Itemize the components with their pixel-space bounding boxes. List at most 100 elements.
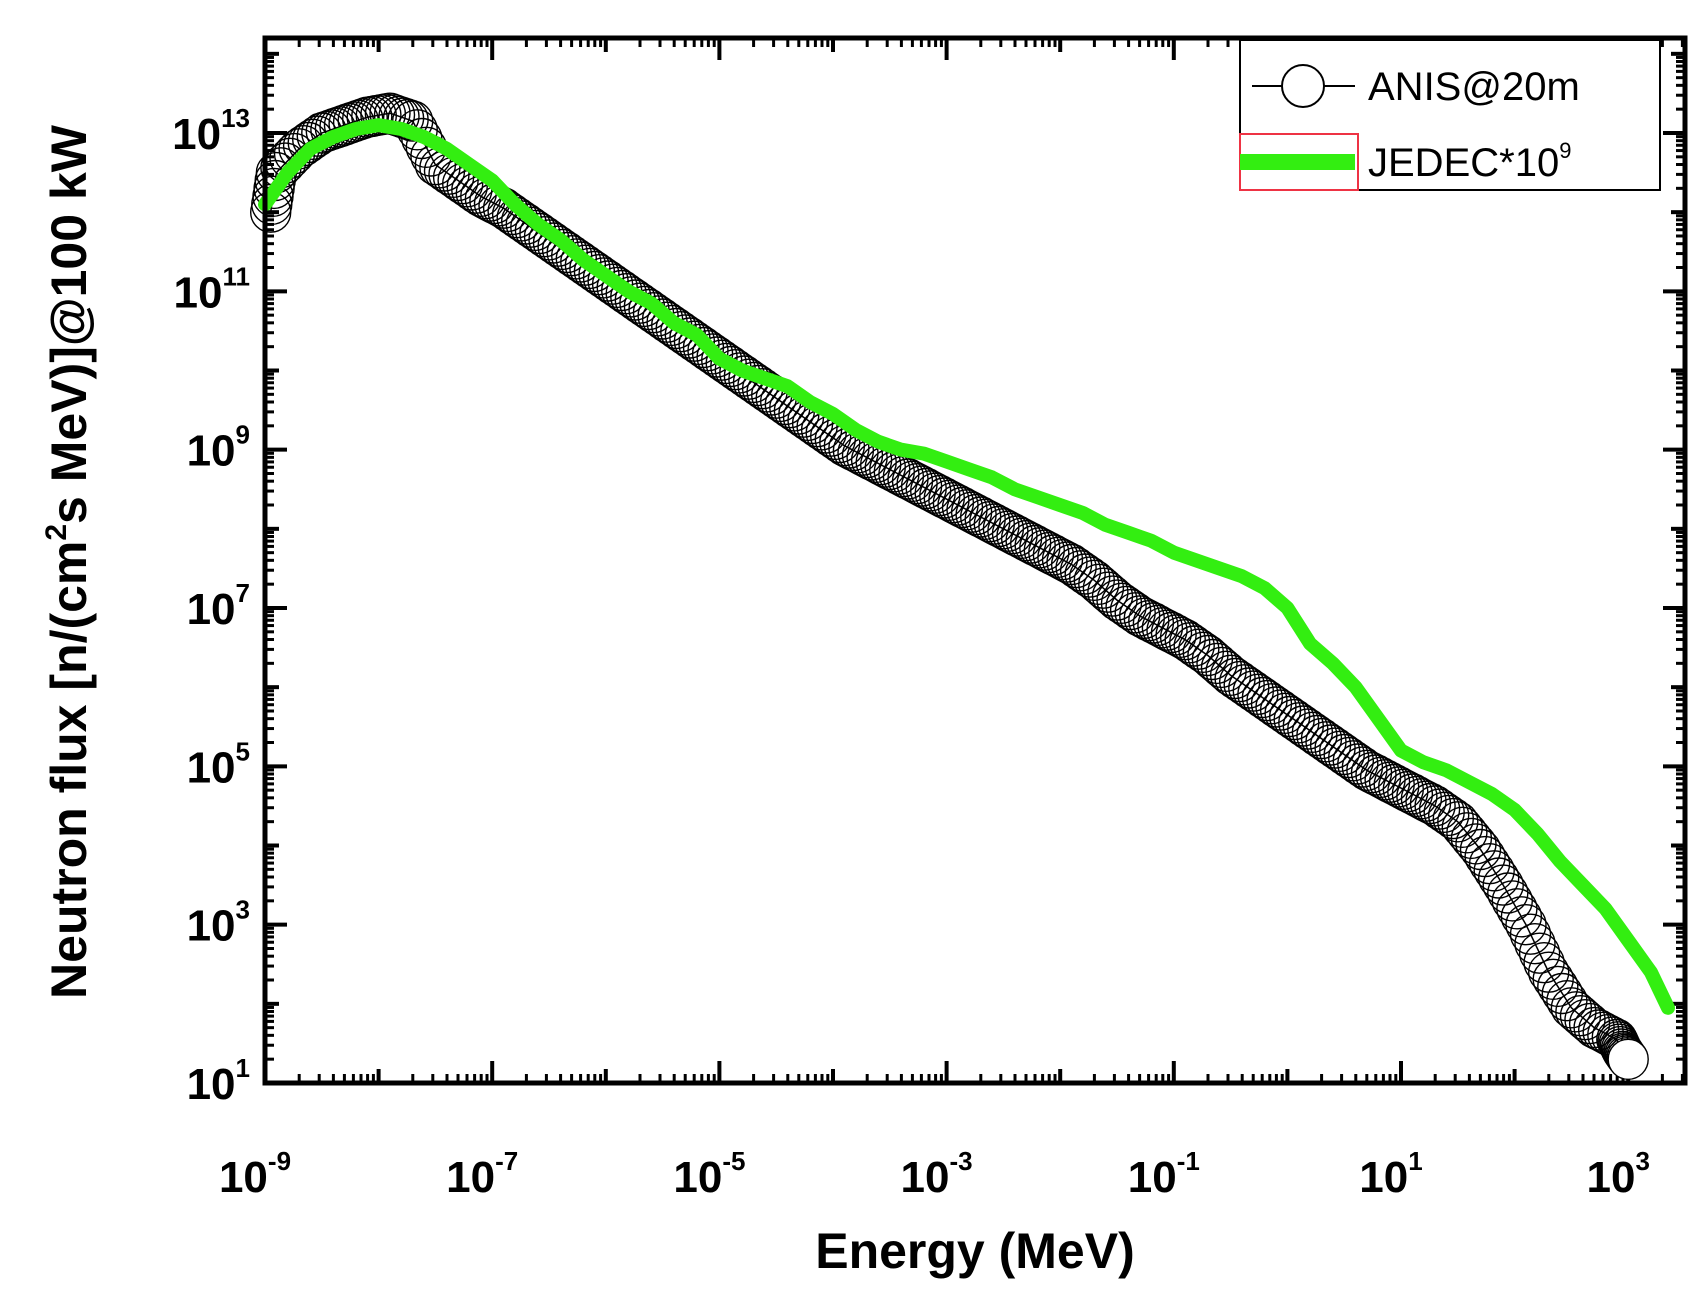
legend-jedec-label-exp: 9 (1559, 138, 1571, 163)
x-tick-label-base: 10 (446, 1153, 495, 1202)
anis-point (1487, 872, 1529, 914)
x-tick-label-base: 10 (219, 1153, 268, 1202)
x-tick-label: 10-5 (673, 1146, 745, 1202)
x-tick-label: 10-7 (446, 1146, 518, 1202)
anis-point (1032, 534, 1075, 576)
anis-point (1064, 553, 1106, 595)
x-tick-label: 10-1 (1128, 1146, 1200, 1202)
x-tick-label-exp: -7 (495, 1146, 518, 1176)
anis-point (1059, 550, 1102, 592)
jedec-series (258, 118, 1675, 1015)
x-tick-label-exp: -3 (950, 1146, 973, 1176)
y-tick-label-base: 10 (187, 427, 236, 476)
y-axis-title-part1: Neutron flux [n/(cm (41, 541, 97, 999)
jedec-line (258, 118, 1675, 1015)
anis-point (1396, 775, 1438, 818)
y-tick-label-base: 10 (187, 743, 236, 792)
y-tick-label-exp: 1 (236, 1053, 250, 1083)
x-axis-title: Energy (MeV) (815, 1223, 1135, 1279)
anis-point (1391, 773, 1434, 815)
legend-anis-marker (1281, 64, 1325, 108)
anis-point (1182, 631, 1225, 673)
x-tick-label-exp: -9 (268, 1146, 291, 1176)
anis-point (1178, 628, 1220, 670)
anis-point (1028, 531, 1070, 574)
x-tick-label: 101 (1359, 1146, 1422, 1202)
y-tick-label: 1013 (172, 103, 250, 159)
anis-point (1200, 646, 1243, 689)
anis-point (1023, 529, 1066, 571)
anis-point (1477, 857, 1520, 899)
y-axis-title-part2: s MeV)]@100 kW (41, 124, 97, 524)
anis-point (1387, 771, 1429, 813)
y-tick-label: 103 (187, 895, 250, 951)
y-tick-label: 109 (187, 420, 250, 476)
y-tick-label: 101 (187, 1053, 250, 1109)
anis-point (1191, 638, 1234, 681)
anis-series (250, 92, 1649, 1081)
anis-point (1141, 607, 1184, 649)
anis-point (1087, 571, 1129, 613)
y-tick-label-base: 10 (187, 1060, 236, 1109)
y-axis-title-superscript: 2 (40, 524, 73, 541)
y-tick-label-exp: 9 (236, 420, 250, 450)
y-tick-label: 1011 (174, 261, 250, 317)
x-tick-label: 10-9 (219, 1146, 291, 1202)
legend: ANIS@20m JEDEC*109 (1239, 39, 1661, 191)
x-tick-label-exp: 3 (1635, 1146, 1649, 1176)
anis-point (1518, 932, 1561, 974)
y-tick-label: 105 (187, 736, 250, 792)
x-tick-label-base: 10 (1359, 1153, 1408, 1202)
anis-point (1555, 991, 1597, 1033)
anis-point (1473, 850, 1515, 892)
anis-point (1137, 604, 1179, 647)
anis-point (1482, 864, 1524, 906)
anis-point (1441, 806, 1484, 848)
x-tick-label-base: 10 (673, 1153, 722, 1202)
y-tick-label-base: 10 (187, 902, 236, 951)
x-tick-label-exp: -1 (1177, 1146, 1200, 1176)
x-tick-label: 103 (1586, 1146, 1649, 1202)
anis-point (1450, 817, 1493, 860)
anis-point (1068, 556, 1111, 598)
anis-point (1427, 794, 1470, 837)
y-tick-label-exp: 5 (236, 736, 250, 766)
x-tick-label-base: 10 (901, 1153, 950, 1202)
y-tick-label-base: 10 (187, 585, 236, 634)
anis-point (1505, 904, 1547, 946)
plot-frame (262, 35, 1688, 1086)
anis-point (1546, 980, 1588, 1022)
anis-point (1496, 888, 1538, 930)
y-tick-label-exp: 7 (236, 578, 250, 608)
tick-labels: 10-9 10-7 10-5 10-3 10-1 101 10310110310510710… (172, 103, 1650, 1202)
anis-point (1078, 563, 1120, 605)
y-tick-label-exp: 11 (223, 261, 251, 291)
x-tick-label-base: 10 (1586, 1153, 1635, 1202)
x-tick-label-exp: 1 (1408, 1146, 1422, 1176)
anis-line (269, 112, 1629, 1060)
anis-point (1491, 880, 1534, 922)
anis-point (1437, 801, 1479, 843)
legend-jedec-label: JEDEC*109 (1368, 138, 1571, 185)
x-tick-label: 10-3 (901, 1146, 973, 1202)
anis-point (1091, 575, 1134, 617)
anis-point (1514, 923, 1556, 965)
anis-point (1537, 965, 1579, 1008)
anis-point (1173, 625, 1215, 667)
y-tick-label: 107 (187, 578, 250, 634)
y-tick-label-base: 10 (174, 268, 223, 317)
y-tick-label-exp: 3 (236, 895, 250, 925)
x-tick-label-exp: -5 (722, 1146, 745, 1176)
y-tick-label-exp: 13 (221, 103, 250, 133)
anis-point (1146, 609, 1188, 651)
legend-jedec-label-base: JEDEC*10 (1368, 141, 1559, 185)
anis-point (1196, 642, 1238, 685)
anis-point (1205, 650, 1247, 692)
anis-point (1446, 812, 1488, 854)
anis-point (1082, 567, 1125, 609)
y-tick-label-base: 10 (172, 110, 221, 159)
anis-point (1509, 913, 1552, 955)
anis-point (1607, 1038, 1649, 1081)
legend-anis-label: ANIS@20m (1368, 65, 1580, 109)
